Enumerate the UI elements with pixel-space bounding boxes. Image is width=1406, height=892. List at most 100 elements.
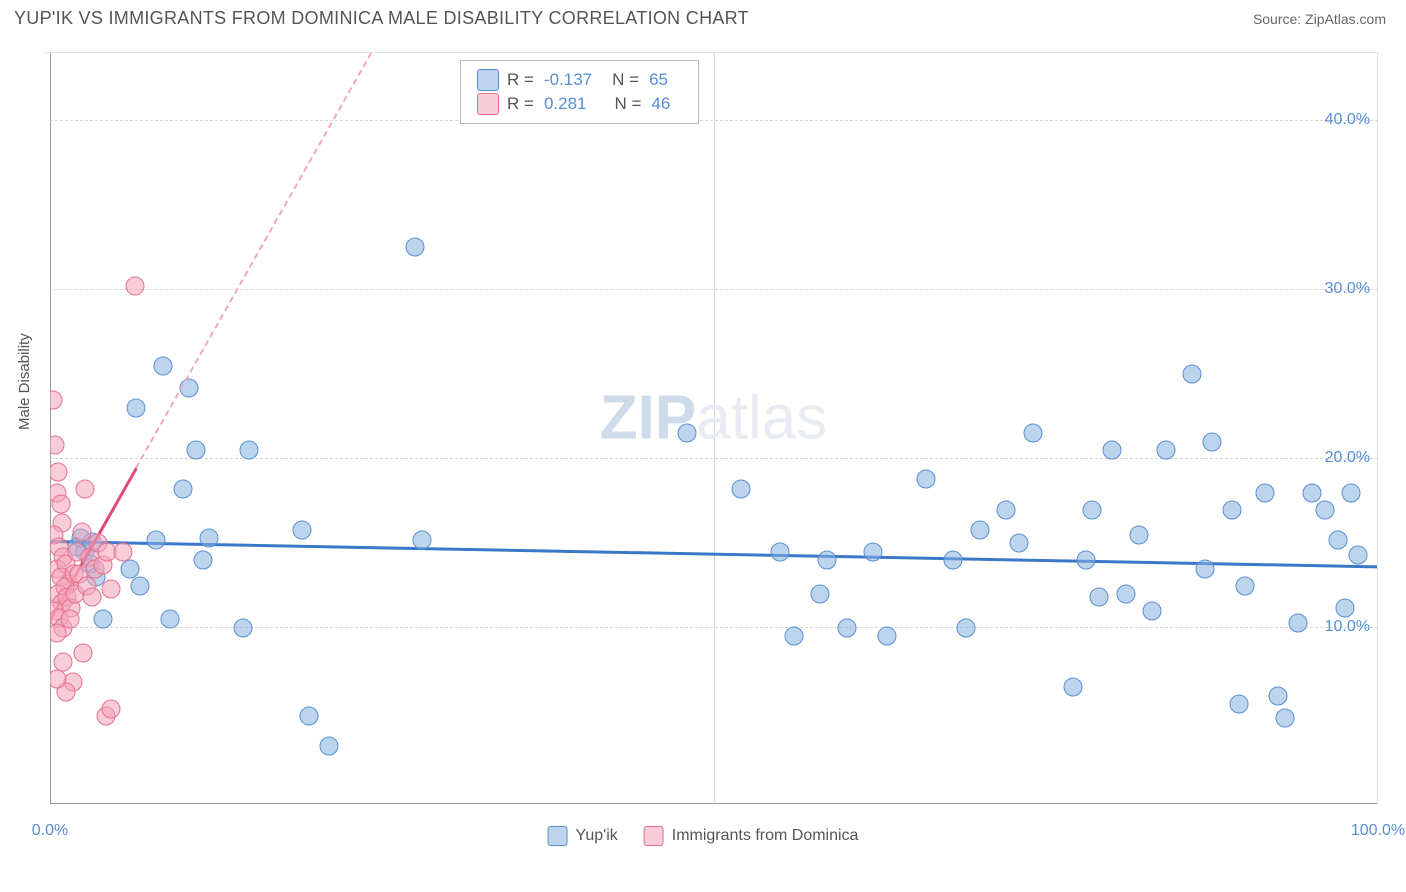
data-point — [1143, 602, 1162, 621]
data-point — [147, 530, 166, 549]
stats-row-pink: R = 0.281 N = 46 — [477, 93, 682, 115]
data-point — [160, 610, 179, 629]
data-point — [233, 618, 252, 637]
data-point — [319, 737, 338, 756]
chart-plot-area: ZIPatlas — [44, 52, 1378, 804]
swatch-blue — [477, 69, 499, 91]
data-point — [1276, 708, 1295, 727]
data-point — [784, 627, 803, 646]
data-point — [1229, 695, 1248, 714]
data-point — [1090, 588, 1109, 607]
y-tick-label: 30.0% — [1325, 280, 1370, 298]
data-point — [1335, 598, 1354, 617]
data-point — [678, 424, 697, 443]
y-tick-label: 20.0% — [1325, 449, 1370, 467]
chart-header: YUP'IK VS IMMIGRANTS FROM DOMINICA MALE … — [0, 0, 1406, 37]
data-point — [299, 706, 318, 725]
data-point — [1116, 585, 1135, 604]
data-point — [1315, 500, 1334, 519]
y-tick-label: 40.0% — [1325, 111, 1370, 129]
swatch-pink — [477, 93, 499, 115]
data-point — [957, 618, 976, 637]
data-point — [114, 542, 133, 561]
data-point — [1076, 551, 1095, 570]
data-point — [1023, 424, 1042, 443]
data-point — [94, 610, 113, 629]
data-point — [997, 500, 1016, 519]
r-label: R = — [507, 70, 534, 90]
data-point — [127, 399, 146, 418]
data-point — [74, 644, 93, 663]
stats-legend: R = -0.137 N = 65 R = 0.281 N = 46 — [460, 60, 699, 124]
source-label: Source: ZipAtlas.com — [1253, 11, 1386, 27]
y-axis-label: Male Disability — [16, 333, 33, 430]
r-value-pink: 0.281 — [544, 94, 587, 114]
n-value-blue: 65 — [649, 70, 668, 90]
data-point — [1156, 441, 1175, 460]
stats-row-blue: R = -0.137 N = 65 — [477, 69, 682, 91]
data-point — [877, 627, 896, 646]
watermark-suffix: atlas — [696, 383, 827, 452]
x-tick-label: 100.0% — [1351, 822, 1405, 840]
data-point — [1236, 576, 1255, 595]
data-point — [200, 529, 219, 548]
r-value-blue: -0.137 — [544, 70, 592, 90]
data-point — [1342, 483, 1361, 502]
data-point — [1129, 525, 1148, 544]
data-point — [125, 277, 144, 296]
data-point — [1063, 678, 1082, 697]
chart-title: YUP'IK VS IMMIGRANTS FROM DOMINICA MALE … — [14, 8, 749, 29]
data-point — [1256, 483, 1275, 502]
data-point — [54, 652, 73, 671]
data-point — [83, 588, 102, 607]
data-point — [944, 551, 963, 570]
data-point — [1302, 483, 1321, 502]
data-point — [102, 580, 121, 599]
data-point — [1103, 441, 1122, 460]
data-point — [75, 480, 94, 499]
data-point — [1329, 530, 1348, 549]
data-point — [131, 576, 150, 595]
data-point — [1083, 500, 1102, 519]
scatter-plot: ZIPatlas — [50, 53, 1377, 796]
data-point — [153, 356, 172, 375]
data-point — [193, 551, 212, 570]
legend-item-pink: Immigrants from Dominica — [644, 826, 859, 846]
n-value-pink: 46 — [651, 94, 670, 114]
data-point — [1349, 546, 1368, 565]
data-point — [771, 542, 790, 561]
data-point — [970, 520, 989, 539]
data-point — [50, 390, 62, 409]
series-legend: Yup'ik Immigrants from Dominica — [548, 826, 859, 846]
data-point — [1289, 613, 1308, 632]
trendline-pink-dashed — [135, 53, 515, 469]
data-point — [1222, 500, 1241, 519]
data-point — [811, 585, 830, 604]
data-point — [406, 238, 425, 257]
data-point — [817, 551, 836, 570]
data-point — [240, 441, 259, 460]
watermark: ZIPatlas — [600, 382, 827, 453]
r-label: R = — [507, 94, 534, 114]
n-label: N = — [614, 94, 641, 114]
data-point — [1196, 559, 1215, 578]
data-point — [731, 480, 750, 499]
n-label: N = — [612, 70, 639, 90]
data-point — [50, 463, 67, 482]
data-point — [917, 470, 936, 489]
swatch-blue — [548, 826, 568, 846]
data-point — [120, 559, 139, 578]
data-point — [187, 441, 206, 460]
legend-label-pink: Immigrants from Dominica — [672, 827, 859, 845]
data-point — [837, 618, 856, 637]
data-point — [173, 480, 192, 499]
swatch-pink — [644, 826, 664, 846]
data-point — [50, 623, 66, 642]
data-point — [864, 542, 883, 561]
trendline-blue — [50, 540, 1377, 568]
data-point — [1010, 534, 1029, 553]
x-tick-label: 0.0% — [32, 822, 68, 840]
y-tick-label: 10.0% — [1325, 618, 1370, 636]
data-point — [102, 700, 121, 719]
data-point — [1183, 365, 1202, 384]
